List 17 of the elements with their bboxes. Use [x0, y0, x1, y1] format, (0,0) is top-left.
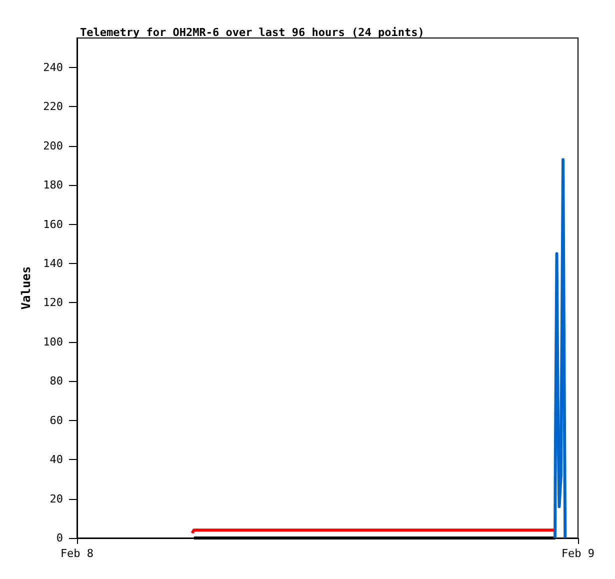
y-tick-label: 180 [43, 178, 63, 192]
y-tick-label: 0 [56, 532, 63, 544]
y-tick-label: 60 [50, 414, 63, 427]
y-tick-label: 40 [50, 453, 63, 466]
chart-title: Telemetry for OH2MR-6 over last 96 hours (24 points) [80, 26, 424, 39]
y-tick-label: 140 [43, 256, 63, 270]
y-tick-label: 100 [43, 335, 63, 348]
x-tick-label: Feb 9 [561, 547, 595, 560]
y-tick-label: 120 [43, 296, 63, 310]
y-tick-label: 220 [43, 100, 63, 114]
y-tick-label: 240 [43, 60, 63, 74]
y-tick-label: 80 [50, 374, 63, 388]
x-tick-label: Feb 8 [60, 547, 94, 560]
y-tick-label: 200 [43, 139, 63, 152]
y-tick-label: 160 [43, 218, 63, 231]
y-tick-label: 20 [50, 492, 63, 506]
y-axis-title: Values [19, 266, 34, 310]
